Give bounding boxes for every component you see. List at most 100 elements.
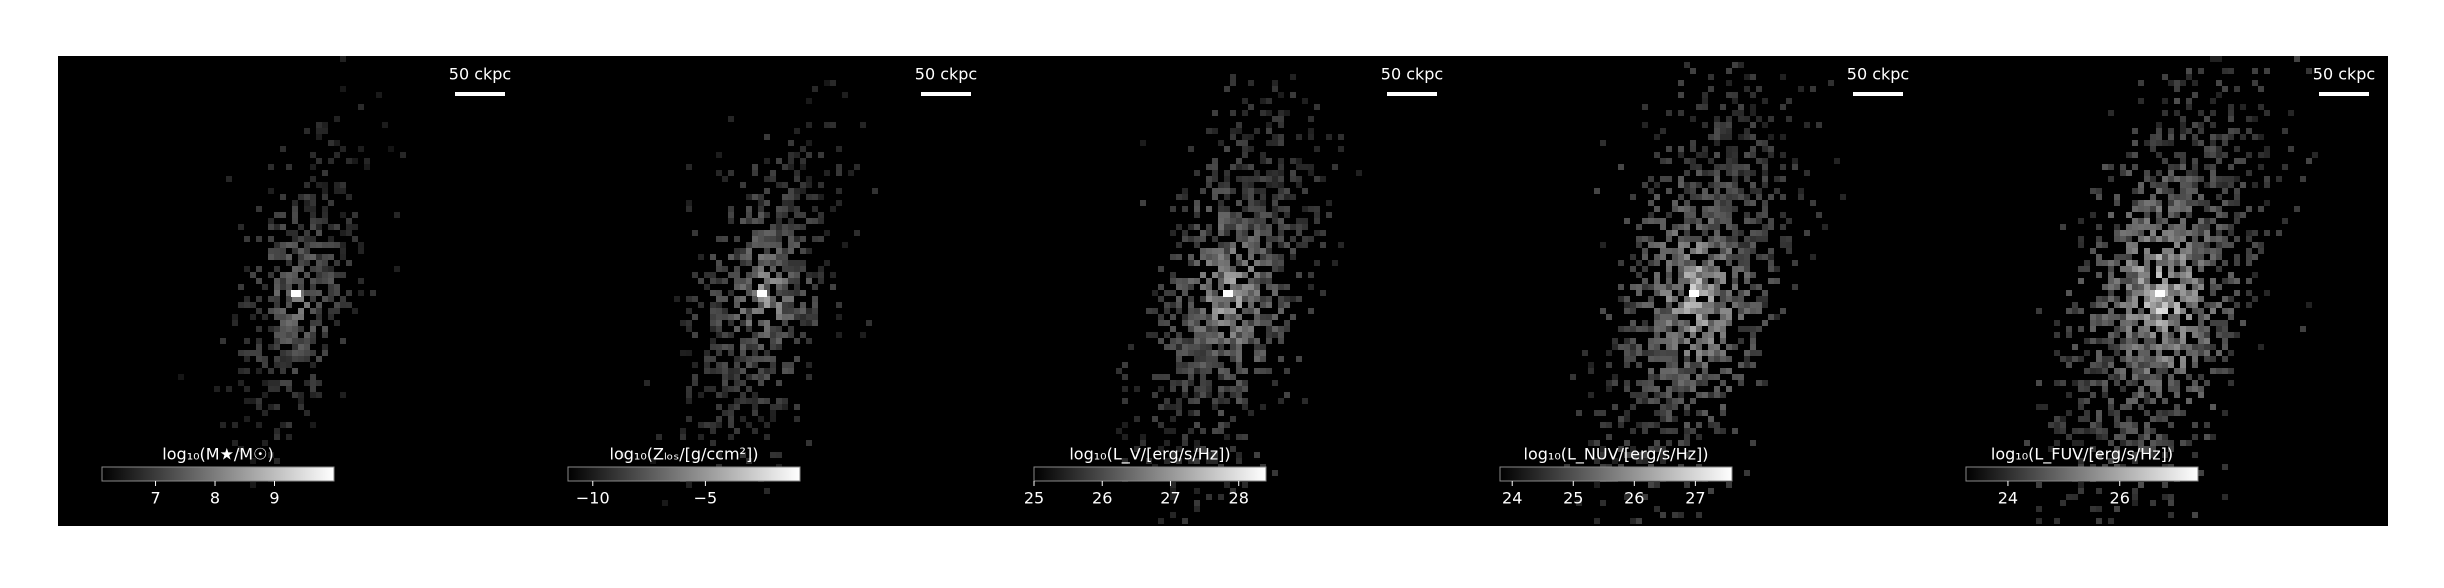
map-pixel	[274, 302, 280, 308]
map-pixel	[2132, 344, 2138, 350]
map-pixel	[1756, 236, 1762, 242]
map-pixel	[1296, 296, 1302, 302]
map-pixel	[728, 290, 734, 296]
map-pixel	[1774, 266, 1780, 272]
map-pixel	[1200, 446, 1206, 452]
map-pixel	[1648, 374, 1654, 380]
map-pixel	[1690, 218, 1696, 224]
map-pixel	[2156, 314, 2162, 320]
map-pixel	[1230, 284, 1236, 290]
map-pixel	[2144, 362, 2150, 368]
map-pixel	[1630, 350, 1636, 356]
map-pixel	[280, 332, 286, 338]
map-pixel	[2168, 260, 2174, 266]
map-pixel	[2288, 146, 2294, 152]
map-pixel	[2198, 344, 2204, 350]
map-pixel	[268, 296, 274, 302]
map-pixel	[2264, 290, 2270, 296]
map-pixel	[1834, 158, 1840, 164]
map-pixel	[268, 224, 274, 230]
map-pixel	[746, 260, 752, 266]
map-pixel	[394, 212, 400, 218]
map-pixel	[1284, 212, 1290, 218]
map-pixel	[1762, 122, 1768, 128]
map-pixel	[1672, 308, 1678, 314]
map-pixel	[286, 350, 292, 356]
map-pixel	[1212, 158, 1218, 164]
map-pixel	[2168, 320, 2174, 326]
map-pixel	[782, 278, 788, 284]
map-pixel	[1684, 212, 1690, 218]
map-pixel	[2162, 332, 2168, 338]
map-pixel	[1218, 386, 1224, 392]
map-pixel	[710, 308, 716, 314]
map-pixel	[1594, 458, 1600, 464]
map-pixel	[1194, 236, 1200, 242]
map-pixel	[752, 272, 758, 278]
map-pixel	[1230, 320, 1236, 326]
map-pixel	[2114, 344, 2120, 350]
map-pixel	[1296, 272, 1302, 278]
map-pixel	[1690, 278, 1696, 284]
map-pixel	[2138, 200, 2144, 206]
map-pixel	[1720, 356, 1726, 362]
map-pixel	[1702, 338, 1708, 344]
map-pixel	[758, 272, 764, 278]
map-pixel	[340, 188, 346, 194]
map-pixel	[2192, 380, 2198, 386]
map-pixel	[716, 452, 722, 458]
map-pixel	[1218, 230, 1224, 236]
colorbar	[101, 466, 335, 482]
map-pixel	[1744, 152, 1750, 158]
map-pixel	[1720, 200, 1726, 206]
map-pixel	[1236, 284, 1242, 290]
map-pixel	[2228, 116, 2234, 122]
map-pixel	[2294, 206, 2300, 212]
map-pixel	[692, 374, 698, 380]
map-pixel	[2036, 404, 2042, 410]
map-pixel	[2216, 224, 2222, 230]
map-pixel	[1194, 410, 1200, 416]
map-pixel	[2156, 296, 2162, 302]
map-pixel	[1182, 194, 1188, 200]
map-pixel	[2078, 416, 2084, 422]
map-pixel	[286, 278, 292, 284]
map-pixel	[2210, 206, 2216, 212]
map-pixel	[1666, 176, 1672, 182]
map-pixel	[746, 422, 752, 428]
map-pixel	[1230, 164, 1236, 170]
map-pixel	[1738, 254, 1744, 260]
map-pixel	[806, 182, 812, 188]
map-pixel	[2234, 290, 2240, 296]
map-pixel	[2180, 188, 2186, 194]
map-pixel	[2174, 206, 2180, 212]
map-pixel	[686, 482, 692, 488]
map-pixel	[794, 284, 800, 290]
map-pixel	[2204, 380, 2210, 386]
map-pixel	[2174, 326, 2180, 332]
map-pixel	[2186, 278, 2192, 284]
map-pixel	[2174, 86, 2180, 92]
map-pixel	[1714, 326, 1720, 332]
map-pixel	[2198, 386, 2204, 392]
map-pixel	[1272, 260, 1278, 266]
map-pixel	[364, 158, 370, 164]
map-pixel	[1176, 224, 1182, 230]
map-pixel	[2198, 392, 2204, 398]
map-pixel	[1714, 350, 1720, 356]
map-pixel	[2156, 218, 2162, 224]
map-pixel	[2174, 320, 2180, 326]
map-pixel	[2252, 134, 2258, 140]
map-pixel	[1128, 344, 1134, 350]
map-pixel	[1236, 218, 1242, 224]
map-pixel	[1606, 362, 1612, 368]
map-pixel	[1708, 74, 1714, 80]
map-pixel	[806, 98, 812, 104]
map-pixel	[1194, 170, 1200, 176]
map-pixel	[2168, 248, 2174, 254]
map-pixel	[1756, 218, 1762, 224]
map-pixel	[740, 368, 746, 374]
map-pixel	[1630, 194, 1636, 200]
map-pixel	[746, 338, 752, 344]
map-pixel	[2066, 494, 2072, 500]
